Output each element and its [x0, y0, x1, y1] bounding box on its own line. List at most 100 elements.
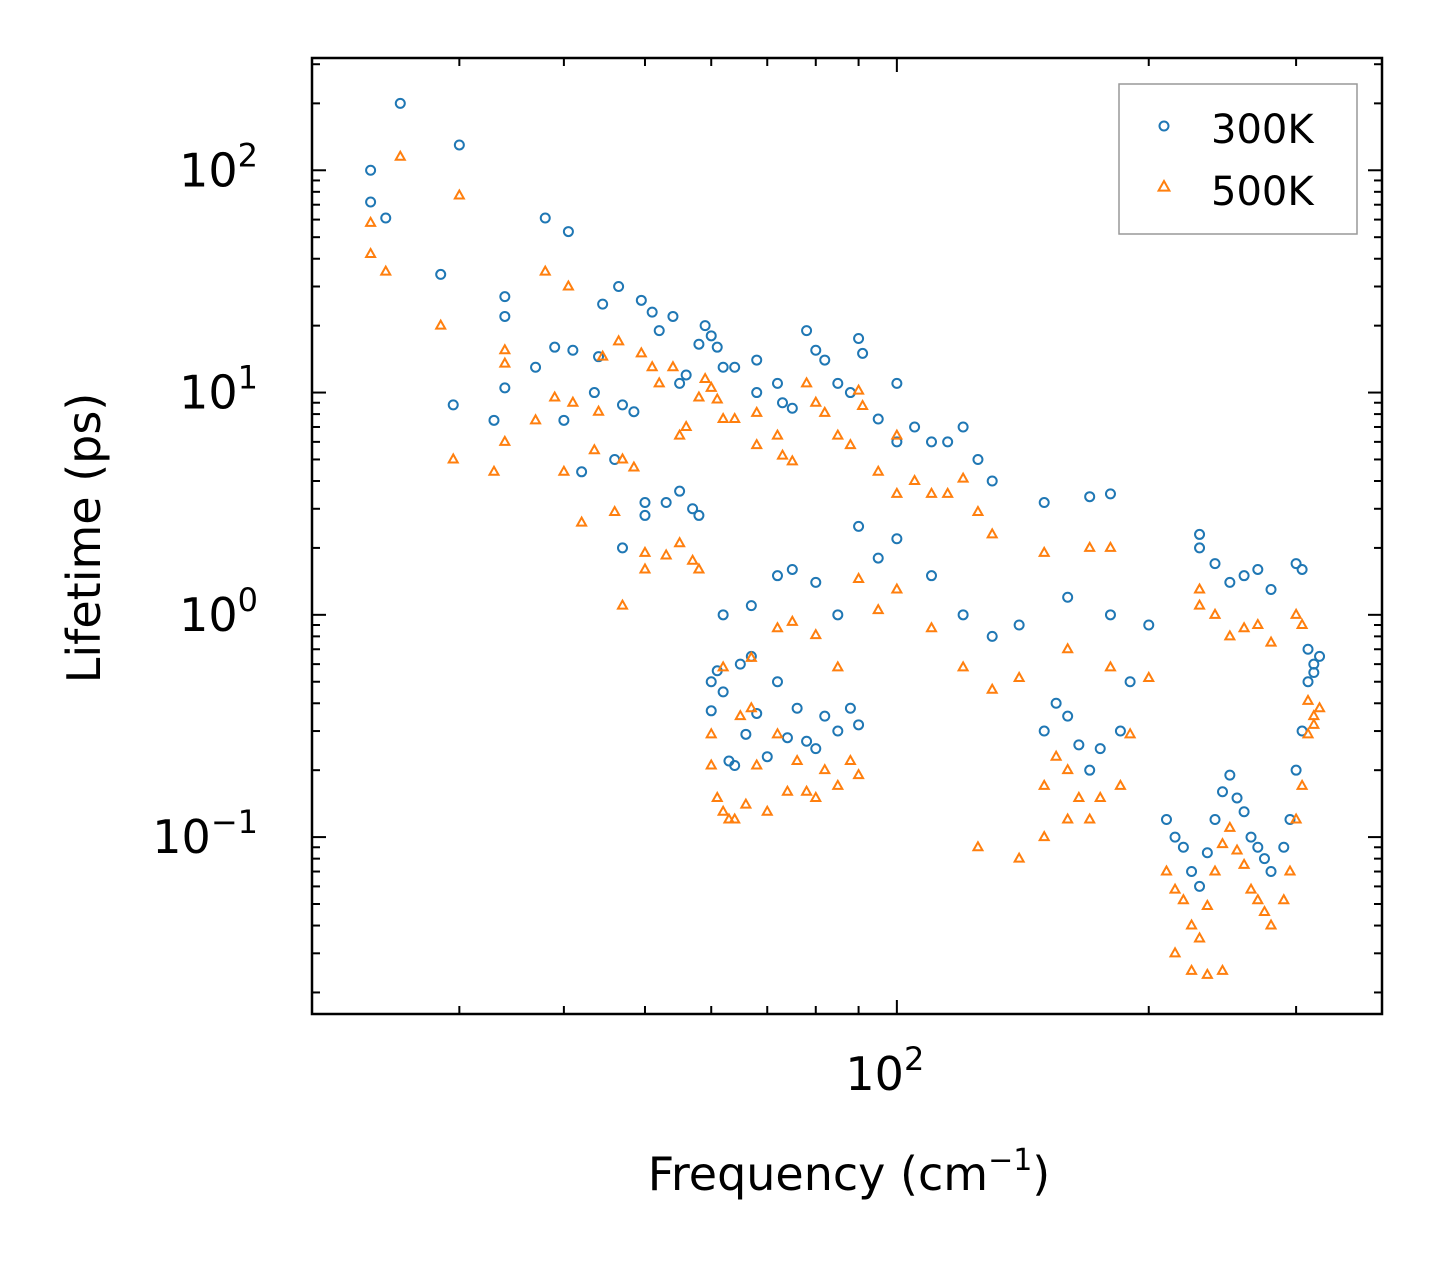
y-tick-label: 102 — [179, 136, 258, 197]
point-500k — [1208, 864, 1222, 876]
point-500k — [1037, 830, 1051, 842]
legend-marker-500k — [1156, 178, 1172, 192]
point-500k — [908, 473, 921, 486]
point-500k — [956, 660, 970, 672]
point-300k — [567, 344, 579, 356]
point-300k — [1252, 563, 1264, 575]
point-300k — [853, 520, 865, 532]
point-500k — [985, 682, 999, 694]
point-300k — [891, 533, 903, 545]
point-500k — [1185, 918, 1198, 930]
point-500k — [1012, 670, 1026, 682]
point-500k — [1185, 963, 1198, 975]
point-300k — [1013, 619, 1025, 631]
point-500k — [1237, 621, 1251, 633]
point-500k — [716, 804, 730, 816]
point-300k — [660, 497, 672, 509]
point-300k — [1124, 676, 1136, 688]
point-500k — [716, 412, 730, 424]
point-300k — [972, 453, 984, 465]
point-500k — [750, 758, 763, 770]
point-300k — [365, 196, 377, 208]
point-500k — [1223, 629, 1237, 641]
point-500k — [831, 660, 845, 672]
point-300k — [857, 347, 869, 359]
point-300k — [1302, 676, 1314, 688]
point-300k — [1062, 710, 1074, 722]
point-500k — [956, 471, 970, 483]
point-500k — [635, 346, 648, 358]
point-300k — [1265, 583, 1277, 595]
point-500k — [1230, 843, 1244, 855]
point-500k — [1307, 717, 1321, 729]
legend-marker-300k — [1158, 120, 1170, 132]
point-300k — [751, 387, 763, 399]
point-500k — [745, 701, 758, 713]
point-300k — [1169, 831, 1181, 843]
point-300k — [1050, 697, 1062, 709]
point-300k — [872, 552, 884, 564]
point-500k — [711, 392, 724, 404]
point-500k — [1289, 607, 1303, 619]
point-500k — [1201, 898, 1214, 910]
point-300k — [891, 377, 903, 389]
point-500k — [1289, 812, 1303, 824]
point-500k — [771, 621, 784, 633]
point-500k — [856, 398, 869, 410]
point-500k — [364, 246, 377, 259]
point-500k — [1258, 905, 1271, 917]
point-300k — [562, 226, 574, 238]
point-500k — [1251, 617, 1265, 629]
point-500k — [679, 419, 693, 431]
tick-labels: 10−1 100 101 102 102 — [152, 136, 924, 1101]
point-300k — [926, 436, 938, 448]
point-500k — [653, 376, 666, 388]
legend-label-500k: 500K — [1211, 169, 1315, 215]
point-500k — [1049, 749, 1063, 761]
point-500k — [1277, 893, 1290, 905]
point-500k — [1160, 864, 1173, 876]
point-300k — [891, 436, 903, 448]
point-500k — [809, 790, 822, 802]
point-500k — [831, 778, 845, 790]
plot-frame — [310, 56, 1384, 1016]
point-500k — [1208, 607, 1222, 619]
point-500k — [1037, 545, 1051, 557]
point-500k — [692, 562, 706, 574]
point-300k — [1104, 488, 1116, 500]
point-300k — [1073, 739, 1085, 751]
point-500k — [1295, 617, 1309, 629]
point-500k — [1216, 963, 1229, 975]
point-300k — [832, 609, 844, 621]
x-tick-label: 102 — [845, 1040, 924, 1101]
point-300k — [1308, 667, 1320, 679]
point-500k — [890, 428, 904, 440]
point-300k — [539, 212, 551, 224]
point-300k — [1209, 558, 1221, 570]
point-500k — [539, 264, 552, 276]
point-500k — [1061, 812, 1074, 824]
point-500k — [1083, 540, 1096, 552]
point-300k — [1062, 591, 1074, 603]
point-500k — [1142, 670, 1155, 682]
point-500k — [1301, 693, 1315, 705]
y-tick-label: 100 — [179, 581, 258, 642]
point-300k — [453, 139, 465, 151]
point-300k — [1224, 769, 1236, 781]
point-300k — [635, 294, 647, 306]
point-500k — [562, 279, 575, 291]
point-300k — [810, 344, 822, 356]
point-300k — [593, 351, 605, 363]
point-300k — [705, 676, 717, 688]
point-300k — [1278, 841, 1290, 853]
point-500k — [548, 390, 561, 402]
point-300k — [499, 382, 511, 394]
point-300k — [1258, 853, 1270, 865]
point-500k — [971, 840, 985, 852]
point-300k — [1177, 841, 1189, 853]
point-300k — [1245, 831, 1257, 843]
point-300k — [909, 421, 921, 433]
point-500k — [673, 536, 686, 548]
point-500k — [1072, 790, 1086, 802]
point-500k — [800, 376, 813, 388]
